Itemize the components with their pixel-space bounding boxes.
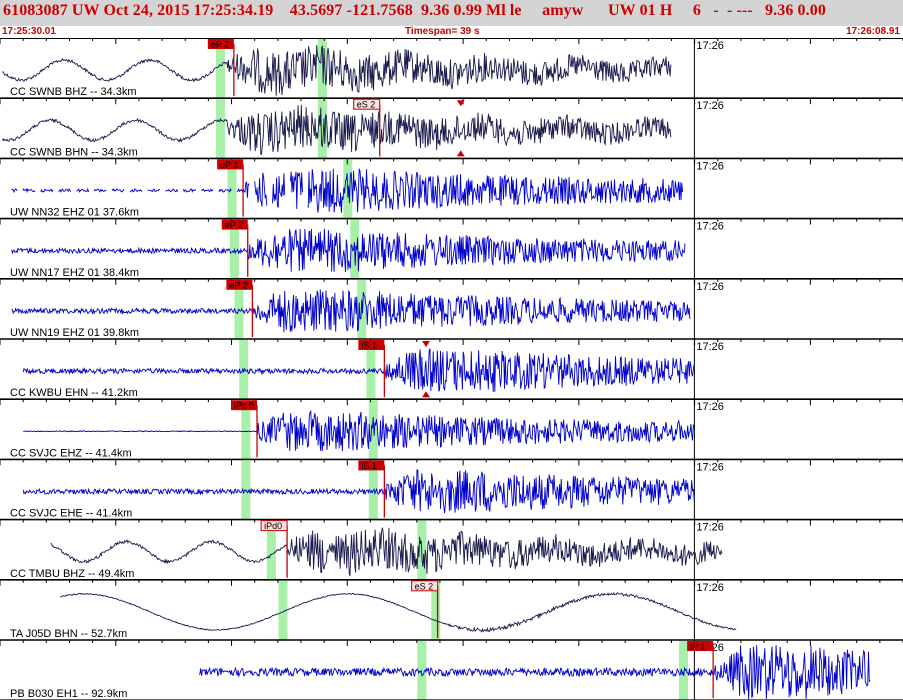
pick-flag-4-0 — [226, 279, 253, 290]
station-label-0: CC SWNB BHZ -- 34.3km — [10, 86, 137, 98]
pick-label-8-0: iPd0 — [264, 521, 282, 531]
timespan-label: Timespan= 39 s — [405, 26, 480, 37]
pick-flag-0-0 — [207, 39, 234, 49]
waveform-9 — [60, 591, 737, 633]
marker-top-5-0 — [422, 341, 431, 347]
station-label-9: TA J05D BHN -- 52.7km — [10, 628, 127, 640]
start-time: 17:25:30.01 — [2, 26, 56, 37]
pick-window-8-0 — [266, 520, 276, 580]
minute-label-3: 17:26 — [696, 221, 724, 233]
pick-label-10-0: iP 1 — [690, 642, 705, 652]
pick-label-0-0: eP 2 — [211, 40, 229, 50]
minute-label-6: 17:26 — [696, 401, 724, 413]
marker-bottom-1-0 — [456, 150, 465, 157]
event-title: 61083087 UW Oct 24, 2015 17:25:34.19 43.… — [3, 2, 826, 19]
pick-window-6-1 — [368, 400, 378, 460]
pick-window-10-0 — [417, 641, 427, 700]
pick-label-2-0: eP 1 — [220, 160, 238, 170]
pick-window-0-1 — [317, 39, 327, 99]
pick-flag-3-0 — [221, 219, 248, 230]
pick-flag-8-0 — [260, 520, 288, 532]
event-header: 61083087 UW Oct 24, 2015 17:25:34.19 43.… — [0, 0, 903, 26]
station-label-2: UW NN32 EHZ 01 37.6km — [10, 207, 139, 219]
waveform-5 — [22, 348, 695, 392]
station-label-10: PB B030 EH1 -- 92.9km — [10, 688, 127, 700]
pick-flag-2-0 — [217, 159, 244, 170]
pick-label-6-0: iPc 0 — [234, 401, 254, 411]
pick-flag-7-0 — [358, 460, 385, 471]
waveform-2 — [11, 167, 684, 213]
seismogram-panel[interactable]: 17:26 eP 2 CC SWNB BHZ -- 34.3km 17:26 eS 2 C… — [0, 38, 903, 700]
minute-label-4: 17:26 — [696, 281, 724, 293]
pick-window-10-1 — [679, 641, 689, 700]
pick-label-5-0: iS 1 — [361, 341, 377, 351]
station-label-4: UW NN19 EHZ 01 39.8km — [10, 327, 139, 339]
waveform-0 — [2, 44, 672, 96]
pick-window-9-0 — [278, 580, 288, 640]
pick-window-5-0 — [239, 340, 249, 400]
marker-bottom-5-0 — [422, 391, 431, 398]
pick-flag-1-0 — [353, 98, 381, 110]
pick-window-2-0 — [227, 159, 237, 219]
station-label-7: CC SVJC EHE -- 41.4km — [10, 508, 132, 520]
marker-top-1-0 — [456, 100, 465, 107]
waveform-7 — [22, 469, 695, 514]
minute-label-0: 17:26 — [696, 40, 724, 52]
pick-window-6-0 — [241, 400, 251, 460]
waveform-10 — [198, 645, 871, 700]
pick-flag-10-0 — [687, 641, 714, 651]
pick-window-1-1 — [317, 99, 327, 159]
waveform-1 — [1, 104, 672, 156]
pick-flag-6-0 — [231, 400, 258, 411]
waveform-3 — [11, 228, 686, 273]
pick-label-1-0: eS 2 — [357, 100, 376, 110]
pick-window-1-0 — [215, 99, 225, 159]
minute-label-5: 17:26 — [696, 341, 724, 353]
station-label-3: UW NN17 EHZ 01 38.4km — [10, 267, 139, 279]
pick-window-0-0 — [215, 39, 225, 99]
minute-label-9: 17:26 — [696, 582, 724, 594]
minute-label-2: 17:26 — [696, 160, 724, 172]
minute-label-1: 17:26 — [696, 100, 724, 112]
station-label-5: CC KWBU EHN -- 41.2km — [10, 387, 138, 399]
minute-label-7: 17:26 — [696, 461, 724, 473]
pick-label-7-0: iS 1 — [361, 461, 377, 471]
waveform-6 — [23, 409, 695, 452]
pick-label-3-0: eP 2 — [225, 220, 243, 230]
pick-window-5-1 — [366, 340, 376, 400]
pick-window-9-1 — [431, 580, 441, 640]
station-label-6: CC SVJC EHZ -- 41.4km — [10, 447, 132, 459]
pick-label-4-0: eP 2 — [229, 280, 247, 290]
waveform-8 — [50, 527, 723, 577]
station-label-8: CC TMBU BHZ -- 49.4km — [10, 568, 134, 580]
pick-label-9-0: eS 2 — [415, 581, 434, 591]
minute-label-8: 17:26 — [696, 522, 724, 534]
pick-flag-5-0 — [358, 340, 385, 350]
waveform-4 — [11, 289, 691, 333]
pick-flag-9-0 — [411, 580, 439, 592]
station-label-1: CC SWNB BHN -- 34.3km — [10, 146, 138, 158]
end-time: 17:26:08.91 — [846, 26, 900, 37]
time-bar: 17:25:30.01 Timespan= 39 s 17:26:08.91 — [0, 26, 903, 38]
